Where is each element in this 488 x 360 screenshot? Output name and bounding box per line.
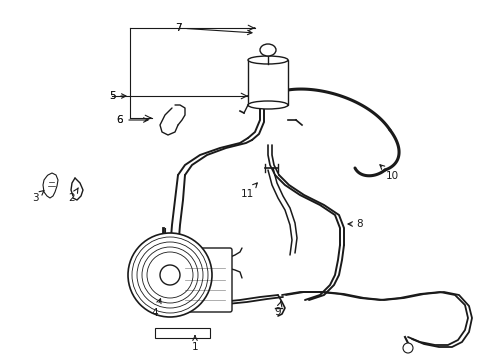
- Circle shape: [402, 343, 412, 353]
- Text: 9: 9: [274, 301, 281, 317]
- Text: 2: 2: [68, 188, 78, 203]
- Text: 8: 8: [347, 219, 363, 229]
- Circle shape: [128, 233, 212, 317]
- FancyBboxPatch shape: [180, 248, 231, 312]
- Text: 7: 7: [174, 23, 251, 35]
- Text: 5: 5: [108, 91, 115, 101]
- Text: 3: 3: [32, 190, 44, 203]
- Text: 1: 1: [191, 336, 198, 352]
- Text: 6: 6: [117, 115, 148, 125]
- Ellipse shape: [247, 56, 287, 64]
- Text: 7: 7: [174, 23, 181, 33]
- Text: 5: 5: [108, 91, 126, 101]
- Text: 6: 6: [117, 115, 123, 125]
- Ellipse shape: [260, 44, 275, 56]
- Polygon shape: [43, 173, 58, 198]
- Text: 4: 4: [151, 299, 161, 318]
- Text: 10: 10: [379, 165, 398, 181]
- Circle shape: [160, 265, 180, 285]
- Bar: [155, 328, 209, 338]
- Ellipse shape: [247, 101, 287, 109]
- Text: 11: 11: [240, 183, 257, 199]
- Bar: [247, 60, 287, 105]
